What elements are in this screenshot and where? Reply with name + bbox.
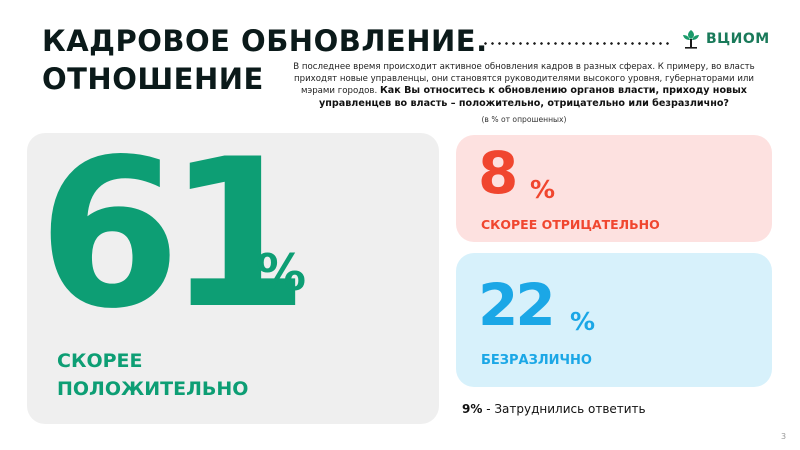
indifferent-percent-sign: % [570, 307, 596, 336]
positive-value: 61 [38, 116, 309, 354]
title-line-1: КАДРОВОЕ ОБНОВЛЕНИЕ. [42, 24, 488, 58]
negative-card [456, 135, 772, 242]
positive-percent-sign: % [256, 244, 307, 302]
title-dotted-line [482, 42, 672, 45]
positive-label-line-1: СКОРЕЕ [57, 350, 143, 372]
hard-to-say-note: 9% - Затруднились ответить [462, 402, 646, 416]
question-intro: В последнее время происходит активное об… [293, 62, 755, 96]
vciom-logo: ВЦИОМ [680, 28, 770, 50]
title-line-2: ОТНОШЕНИЕ [42, 62, 264, 96]
negative-percent-sign: % [530, 175, 556, 204]
positive-label-line-2: ПОЛОЖИТЕЛЬНО [57, 378, 249, 400]
positive-label: СКОРЕЕ ПОЛОЖИТЕЛЬНО [57, 347, 248, 403]
logo-text: ВЦИОМ [706, 31, 770, 47]
negative-label: СКОРЕЕ ОТРИЦАТЕЛЬНО [481, 217, 660, 232]
page-title: КАДРОВОЕ ОБНОВЛЕНИЕ. ОТНОШЕНИЕ [42, 22, 488, 98]
hard-to-say-label: - Затруднились ответить [482, 402, 646, 416]
indifferent-label: БЕЗРАЗЛИЧНО [481, 353, 592, 368]
indifferent-value: 22 [478, 271, 556, 339]
indifferent-card [456, 253, 772, 387]
page-number: 3 [781, 432, 787, 441]
hard-to-say-value: 9% [462, 402, 483, 416]
logo-tree-icon [683, 30, 699, 49]
question-main: Как Вы относитесь к обновлению органов в… [319, 85, 747, 109]
negative-value: 8 [478, 139, 519, 207]
question-note: (в % от опрошенных) [481, 115, 567, 124]
survey-question: В последнее время происходит активное об… [286, 62, 762, 110]
positive-card [27, 133, 439, 424]
